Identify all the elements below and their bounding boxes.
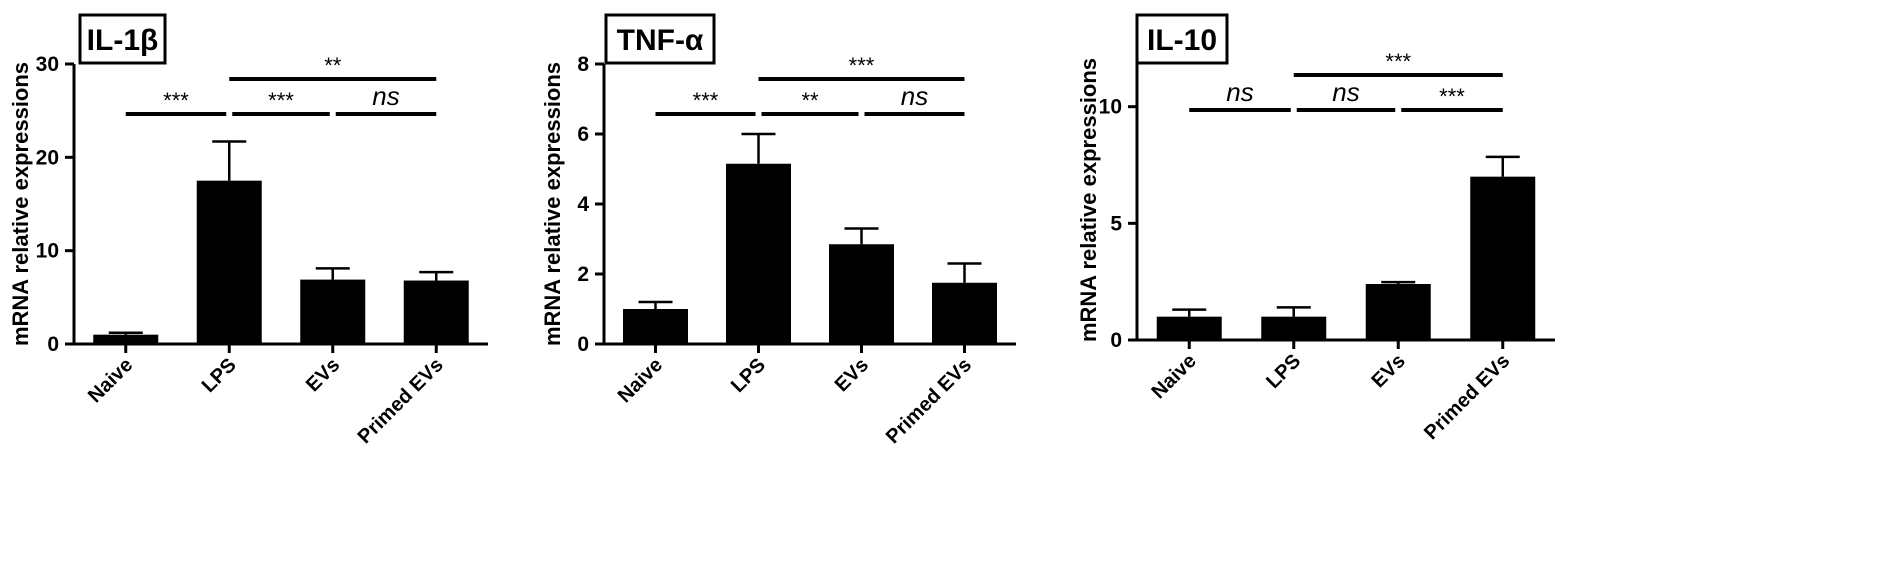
x-tick-label: LPS xyxy=(727,354,770,397)
bar-evs xyxy=(829,244,894,344)
y-tick-label: 6 xyxy=(577,123,589,146)
significance-label: ns xyxy=(1332,77,1359,107)
significance-label: ns xyxy=(901,81,928,111)
y-tick-label: 8 xyxy=(577,53,589,76)
y-tick-label: 10 xyxy=(36,240,59,263)
chart-panel-2: TNF-α mRNA relative expressions 0 2 4 6 8 Naive… xyxy=(540,13,1016,448)
y-tick-label: 4 xyxy=(577,193,589,216)
x-tick-label: LPS xyxy=(1262,350,1305,393)
chart-title: IL-10 xyxy=(1147,24,1217,57)
significance-label: *** xyxy=(268,88,294,113)
significance-label: ** xyxy=(324,53,342,78)
y-axis-label: mRNA relative expressions xyxy=(8,62,33,346)
chart-title-box xyxy=(604,13,716,65)
x-tick-label: EVs xyxy=(1367,350,1409,392)
y-tick-label: 0 xyxy=(47,333,59,356)
significance-label: *** xyxy=(1439,84,1465,109)
bar-evs xyxy=(1365,284,1431,340)
bar-naive xyxy=(623,309,688,344)
bar-naive xyxy=(93,334,159,344)
chart-title-box xyxy=(1135,13,1229,65)
chart-panel-3: IL-10 mRNA relative expressions 0 5 10 Naive L… xyxy=(1076,13,1555,444)
bar-naive xyxy=(1156,316,1222,340)
y-tick-label: 0 xyxy=(577,333,589,356)
bar-primed-evs xyxy=(1470,176,1536,340)
bar-lps xyxy=(1261,316,1327,340)
y-tick-label: 10 xyxy=(1099,96,1122,119)
bar-primed-evs xyxy=(403,280,469,344)
significance-label: *** xyxy=(1385,49,1411,74)
significance-label: *** xyxy=(693,88,719,113)
y-tick-label: 20 xyxy=(36,146,59,169)
bar-lps xyxy=(726,163,791,344)
y-tick-label: 0 xyxy=(1110,329,1122,352)
significance-label: *** xyxy=(163,88,189,113)
x-tick-label: Primed EVs xyxy=(1420,350,1514,444)
chart-panel-1: IL-1β mRNA relative expressions 0 10 20 30 Nai… xyxy=(8,13,488,448)
y-tick-label: 5 xyxy=(1110,212,1122,235)
bar-primed-evs xyxy=(932,282,997,344)
x-tick-label: EVs xyxy=(831,354,873,396)
bar-lps xyxy=(196,180,262,344)
bar-evs xyxy=(300,279,366,344)
x-tick-label: Primed EVs xyxy=(354,354,448,448)
x-tick-label: Naive xyxy=(614,354,667,407)
y-axis-label: mRNA relative expressions xyxy=(1076,58,1101,342)
y-tick-label: 30 xyxy=(36,53,59,76)
x-tick-label: Naive xyxy=(1147,350,1200,403)
significance-label: ** xyxy=(801,88,819,113)
chart-title: IL-1β xyxy=(87,24,159,57)
chart-title-box xyxy=(78,13,167,65)
x-tick-label: EVs xyxy=(302,354,344,396)
significance-label: ns xyxy=(1226,77,1253,107)
x-tick-label: Primed EVs xyxy=(882,354,976,448)
significance-label: ns xyxy=(372,81,399,111)
x-tick-label: LPS xyxy=(198,354,241,397)
y-axis-label: mRNA relative expressions xyxy=(540,62,565,346)
significance-label: *** xyxy=(849,53,875,78)
x-tick-label: Naive xyxy=(84,354,137,407)
chart-title: TNF-α xyxy=(617,24,704,57)
y-tick-label: 2 xyxy=(577,263,589,286)
